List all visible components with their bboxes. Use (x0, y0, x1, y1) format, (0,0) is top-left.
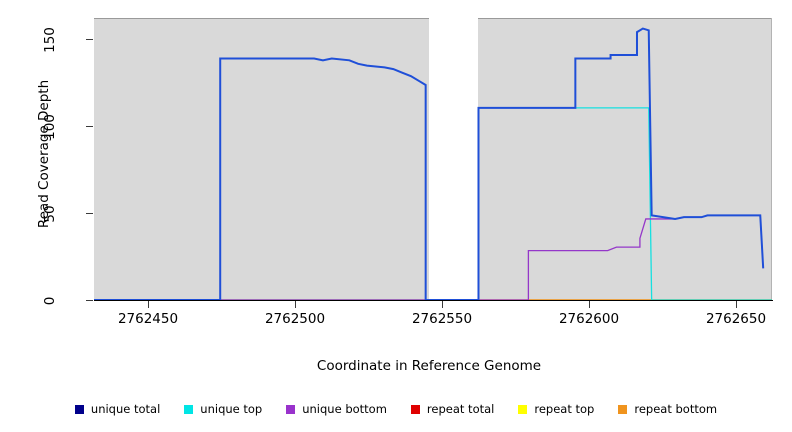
x-tick-label-4: 2762600 (558, 311, 620, 327)
x-axis-line (94, 300, 773, 301)
legend-label: repeat bottom (634, 402, 718, 416)
plot-area (94, 18, 772, 301)
legend-item: repeat bottom (618, 402, 717, 416)
legend-item: unique bottom (286, 402, 387, 416)
legend-label: unique top (200, 402, 263, 416)
series-line (94, 214, 764, 301)
y-tick-50 (86, 213, 93, 214)
legend-label: repeat top (534, 402, 595, 416)
series-line (94, 107, 772, 301)
x-tick-label-5: 2762650 (705, 311, 767, 327)
legend-swatch-icon (410, 404, 420, 414)
x-axis-title: Coordinate in Reference Genome (316, 358, 542, 374)
x-tick-1 (148, 301, 149, 308)
legend-swatch-icon (618, 404, 628, 414)
y-tick-label-100: 100 (42, 114, 58, 140)
x-tick-label-1: 2762450 (117, 311, 179, 327)
x-tick-3 (442, 301, 443, 308)
legend-item: unique total (74, 402, 161, 416)
legend-swatch-icon (286, 404, 296, 414)
y-tick-label-0: 0 (42, 296, 58, 306)
y-tick-100 (86, 126, 93, 127)
panel-top-border-right (478, 18, 772, 19)
x-tick-label-2: 2762500 (264, 311, 326, 327)
legend-item: repeat total (410, 402, 495, 416)
legend-swatch-icon (74, 404, 84, 414)
x-tick-label-3: 2762550 (411, 311, 473, 327)
x-tick-2 (295, 301, 296, 308)
legend-swatch-icon (184, 404, 194, 414)
shaded-band-left (94, 18, 429, 300)
y-tick-150 (86, 39, 93, 40)
chart-legend: unique total unique top unique bottom repea… (0, 398, 792, 420)
legend-label: unique total (90, 402, 161, 416)
x-tick-5 (736, 301, 737, 308)
series-lines (94, 27, 772, 301)
panel-top-border-left (94, 18, 429, 19)
series-line (94, 27, 765, 301)
legend-item: repeat top (518, 402, 594, 416)
legend-label: repeat total (426, 402, 495, 416)
x-tick-4 (589, 301, 590, 308)
shaded-band-right (478, 18, 772, 300)
legend-swatch-icon (518, 404, 528, 414)
panel-right-border (771, 18, 772, 300)
y-tick-label-50: 50 (42, 205, 58, 223)
legend-item: unique top (184, 402, 262, 416)
y-tick-label-150: 150 (42, 27, 58, 53)
legend-label: unique bottom (302, 402, 387, 416)
y-tick-0 (86, 300, 93, 301)
